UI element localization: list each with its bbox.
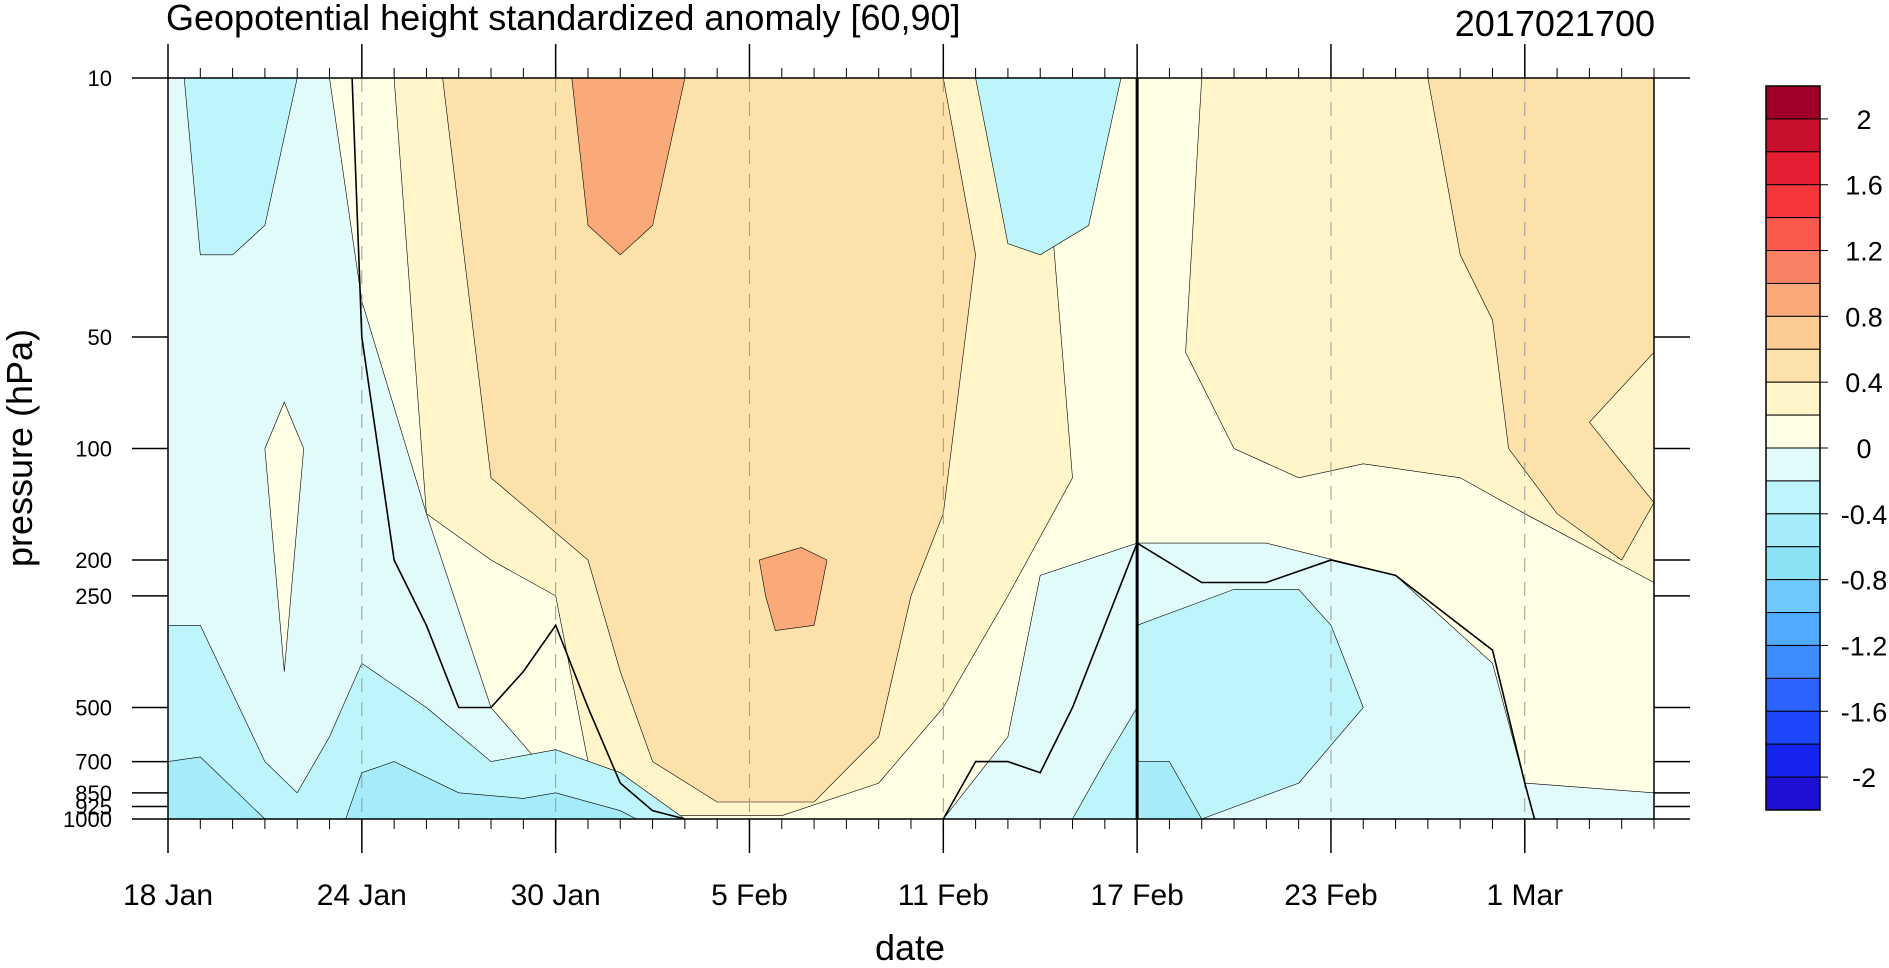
colorbar-label-4: 0.4	[1845, 368, 1883, 398]
colorbar-swatch-4	[1765, 217, 1821, 252]
colorbar: 2 1.6 1.2 0.8 0.4 0 -0.4 -0.8 -1.2 -1.6 -2	[1765, 85, 1888, 811]
colorbar-swatch-11	[1765, 447, 1821, 482]
colorbar-swatch-17	[1765, 644, 1821, 679]
colorbar-swatch-2	[1765, 151, 1821, 186]
contour-lines	[351, 78, 1536, 819]
y-tick-label-1: 50	[88, 325, 112, 350]
zero-contour-1	[942, 541, 1536, 819]
anomaly-region-10	[975, 78, 1122, 256]
colorbar-swatch-15	[1765, 579, 1821, 614]
y-axis-label: pressure (hPa)	[0, 329, 40, 567]
colorbar-swatch-6	[1765, 282, 1821, 317]
anomaly-region-1	[264, 401, 305, 672]
y-tick-label-8: 925	[75, 794, 112, 819]
anomaly-region-5	[442, 78, 976, 803]
anomaly-region-9	[183, 78, 298, 256]
colorbar-swatch-13	[1765, 513, 1821, 548]
anomaly-region-7	[571, 78, 686, 256]
x-tick-label-0: 18 Jan	[123, 879, 213, 912]
zero-contour-0	[351, 78, 686, 819]
y-tick-label-9: 1000	[63, 807, 112, 832]
colorbar-label-3: 0.8	[1845, 302, 1883, 332]
anomaly-region-15	[345, 761, 637, 819]
colorbar-label-2: 1.2	[1845, 237, 1883, 267]
chart-title: Geopotential height standardized anomaly…	[166, 0, 961, 38]
colorbar-label-7: -0.8	[1841, 566, 1888, 596]
colorbar-label-9: -1.6	[1841, 697, 1888, 727]
x-tick-label-2: 30 Jan	[511, 879, 601, 912]
anomaly-region-11	[168, 624, 686, 819]
anomaly-region-12	[1136, 589, 1364, 819]
y-tick-label-4: 250	[75, 584, 112, 609]
colorbar-label-10: -2	[1852, 763, 1876, 793]
x-tick-label-4: 11 Feb	[898, 879, 989, 912]
axes: 18 Jan 24 Jan 30 Jan 5 Feb 11 Feb 17 Feb 23 Fe…	[63, 44, 1690, 912]
colorbar-swatch-21	[1765, 776, 1821, 811]
chart-date-stamp: 2017021700	[1455, 3, 1655, 44]
y-tick-label-2: 100	[75, 437, 112, 462]
x-tick-label-3: 5 Feb	[711, 879, 788, 912]
colorbar-swatch-14	[1765, 546, 1821, 581]
y-tick-label-7: 850	[75, 781, 112, 806]
y-tick-label-5: 500	[75, 695, 112, 720]
colorbar-swatch-0	[1765, 85, 1821, 120]
colorbar-swatch-20	[1765, 743, 1821, 778]
x-tick-label-5: 17 Feb	[1090, 879, 1183, 912]
colorbar-swatch-19	[1765, 710, 1821, 745]
x-tick-label-1: 24 Jan	[317, 879, 407, 912]
colorbar-swatch-8	[1765, 348, 1821, 383]
colorbar-swatch-7	[1765, 315, 1821, 350]
y-tick-label-3: 200	[75, 548, 112, 573]
x-tick-label-7: 1 Mar	[1486, 879, 1563, 912]
colorbar-label-6: -0.4	[1841, 500, 1888, 530]
colorbar-swatch-16	[1765, 612, 1821, 646]
colorbar-swatch-18	[1765, 677, 1821, 712]
colorbar-swatch-5	[1765, 250, 1821, 284]
x-axis-label: date	[875, 927, 945, 963]
anomaly-region-14	[168, 756, 266, 819]
y-tick-label-0: 10	[88, 66, 112, 91]
colorbar-swatch-9	[1765, 381, 1821, 416]
colorbar-label-1: 1.6	[1845, 171, 1883, 201]
colorbar-swatch-3	[1765, 184, 1821, 219]
x-tick-label-6: 23 Feb	[1284, 879, 1377, 912]
colorbar-swatch-10	[1765, 414, 1821, 449]
anomaly-region-8	[758, 547, 828, 631]
anomaly-region-6	[1363, 78, 1654, 561]
colorbar-label-0: 2	[1856, 105, 1871, 135]
colorbar-label-8: -1.2	[1841, 631, 1888, 661]
colorbar-swatch-1	[1765, 118, 1821, 153]
colorbar-swatch-12	[1765, 480, 1821, 515]
colorbar-label-5: 0	[1856, 434, 1871, 464]
y-tick-label-6: 700	[75, 750, 112, 775]
plot-area	[168, 78, 1654, 819]
